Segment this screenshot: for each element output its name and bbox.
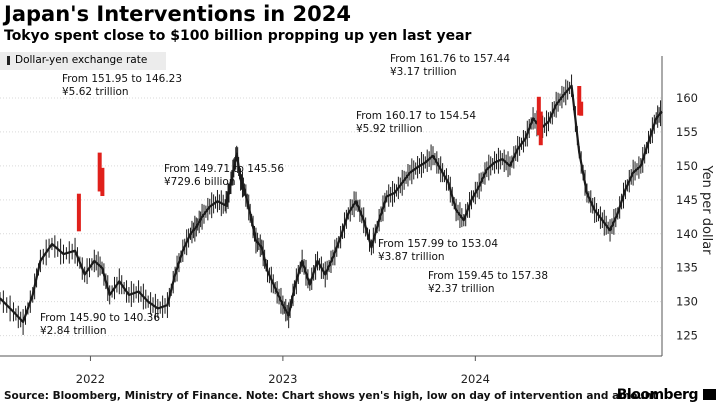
x-tick-label: 2022 [76, 372, 105, 386]
annotation-amount: ¥3.87 trillion [378, 251, 445, 263]
y-tick-label: 145 [676, 193, 698, 207]
annotation-range: From 149.71 to 145.56 [164, 163, 285, 175]
brand-mark-icon [703, 389, 716, 400]
annotation-amount: ¥5.62 trillion [62, 86, 129, 98]
annotation-amount: ¥2.84 trillion [40, 325, 107, 337]
y-tick-label: 125 [676, 329, 698, 343]
y-tick-label: 140 [676, 227, 698, 241]
annotation-4: From 160.17 to 154.54 ¥5.92 trillion [356, 110, 476, 136]
annotation-amount: ¥3.17 trillion [390, 66, 457, 78]
y-axis-label: Yen per dollar [699, 164, 714, 255]
annotation-2: From 151.95 to 146.23 ¥5.62 trillion [62, 73, 182, 99]
legend-label: Dollar-yen exchange rate [15, 54, 148, 66]
y-tick-label: 135 [676, 261, 698, 275]
annotation-5: From 157.99 to 153.04 ¥3.87 trillion [378, 238, 498, 264]
intervention-candle [579, 101, 584, 116]
annotation-3: From 149.71 to 145.56 ¥729.6 billion [164, 163, 284, 189]
y-tick-label: 155 [676, 125, 698, 139]
annotation-1: From 145.90 to 140.36 ¥2.84 trillion [40, 312, 160, 338]
y-tick-label: 150 [676, 159, 698, 173]
annotation-7: From 159.45 to 157.38 ¥2.37 trillion [428, 270, 548, 296]
chart-title: Japan's Interventions in 2024 [4, 2, 351, 26]
annotation-range: From 157.99 to 153.04 [378, 238, 499, 250]
annotation-range: From 159.45 to 157.38 [428, 270, 549, 282]
series-line [0, 84, 663, 324]
annotation-range: From 160.17 to 154.54 [356, 110, 477, 122]
brand-logo: Bloomberg [616, 387, 699, 403]
annotation-amount: ¥729.6 billion [164, 176, 236, 188]
annotation-range: From 151.95 to 146.23 [62, 73, 183, 85]
intervention-candle [97, 152, 102, 192]
x-tick-label: 2023 [268, 372, 297, 386]
annotation-6: From 161.76 to 157.44 ¥3.17 trillion [390, 53, 510, 79]
legend: Dollar-yen exchange rate [0, 52, 166, 70]
y-tick-label: 160 [676, 91, 698, 105]
intervention-candle [577, 86, 582, 116]
annotation-range: From 145.90 to 140.36 [40, 312, 161, 324]
intervention-candle [76, 193, 81, 232]
source-note: Source: Bloomberg, Ministry of Finance. … [4, 390, 658, 402]
legend-swatch [7, 56, 10, 65]
annotation-amount: ¥2.37 trillion [428, 283, 495, 295]
intervention-candle [100, 167, 105, 197]
intervention-candle [538, 111, 543, 146]
annotation-range: From 161.76 to 157.44 [390, 53, 511, 65]
y-tick-label: 130 [676, 295, 698, 309]
chart-subtitle: Tokyo spent close to $100 billion proppi… [4, 28, 472, 44]
annotation-amount: ¥5.92 trillion [356, 123, 423, 135]
x-tick-label: 2024 [461, 372, 490, 386]
